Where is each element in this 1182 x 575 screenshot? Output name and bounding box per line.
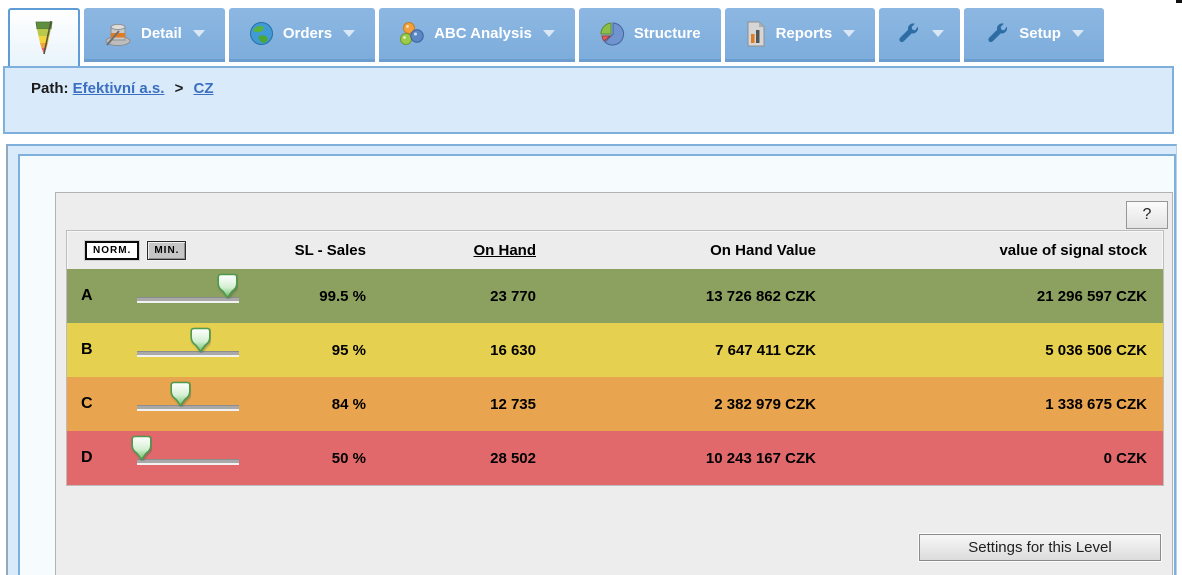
chevron-down-icon	[1072, 30, 1084, 37]
on-hand-value-czk: 10 243 167 CZK	[552, 450, 832, 467]
column-header-on-hand[interactable]: On Hand	[382, 242, 552, 259]
table-row: B 95 % 16 630 7 647 411 CZK 5 036 506 CZ…	[67, 323, 1163, 377]
tab-orders[interactable]: Orders	[229, 8, 375, 62]
slider-handle-icon[interactable]	[190, 327, 211, 353]
tab-label: Detail	[141, 25, 182, 42]
signal-stock-value: 21 296 597 CZK	[832, 288, 1163, 305]
funnel-icon	[32, 19, 56, 57]
pie-chart-icon	[599, 21, 625, 47]
on-hand-value-czk: 13 726 862 CZK	[552, 288, 832, 305]
main-tab-bar: Detail Orders	[8, 8, 1104, 66]
on-hand-value: 28 502	[382, 450, 552, 467]
chevron-down-icon	[193, 30, 205, 37]
class-label: C	[67, 395, 112, 413]
tab-tools[interactable]	[879, 8, 960, 62]
signal-stock-value: 1 338 675 CZK	[832, 396, 1163, 413]
tab-label: Orders	[283, 25, 332, 42]
tab-structure[interactable]: Structure	[579, 8, 721, 62]
tab-setup[interactable]: Setup	[964, 8, 1104, 62]
spheres-icon	[399, 21, 425, 47]
abc-table-rows: A 99.5 % 23 770 13 726 862 CZK 21 296 59…	[67, 269, 1163, 485]
breadcrumb-link-company[interactable]: Efektivní a.s.	[73, 80, 165, 97]
display-mode-toggles: NORM. MIN.	[67, 241, 282, 260]
breadcrumb-link-cz[interactable]: CZ	[194, 80, 214, 97]
chevron-down-icon	[543, 30, 555, 37]
breadcrumb-panel: Path: Efektivní a.s. > CZ	[3, 66, 1174, 134]
report-icon	[745, 21, 767, 47]
service-level-slider[interactable]	[137, 431, 239, 485]
sl-sales-value: 99.5 %	[282, 288, 382, 305]
tab-label: Reports	[776, 25, 833, 42]
table-row: C 84 % 12 735 2 382 979 CZK 1 338 675 CZ…	[67, 377, 1163, 431]
slider-handle-icon[interactable]	[131, 435, 152, 461]
tab-home-active[interactable]	[8, 8, 80, 66]
tab-detail[interactable]: Detail	[84, 8, 225, 62]
app-window: Detail Orders	[0, 0, 1182, 575]
abc-table-header: NORM. MIN. SL - Sales On Hand On Hand Va…	[67, 231, 1163, 269]
service-level-slider[interactable]	[137, 269, 239, 323]
globe-icon	[249, 21, 274, 46]
sl-sales-value: 84 %	[282, 396, 382, 413]
settings-for-level-button[interactable]: Settings for this Level	[919, 534, 1161, 561]
on-hand-value: 12 735	[382, 396, 552, 413]
service-level-slider[interactable]	[137, 377, 239, 431]
tab-abc-analysis[interactable]: ABC Analysis	[379, 8, 575, 62]
on-hand-value: 23 770	[382, 288, 552, 305]
on-hand-value-czk: 7 647 411 CZK	[552, 342, 832, 359]
norm-toggle-button[interactable]: NORM.	[85, 241, 139, 260]
class-label: A	[67, 287, 112, 305]
slider-track[interactable]	[137, 351, 239, 357]
column-header-signal-stock: value of signal stock	[832, 242, 1163, 259]
chevron-down-icon	[343, 30, 355, 37]
column-header-sl-sales: SL - Sales	[282, 242, 382, 259]
class-label: B	[67, 341, 112, 359]
breadcrumb: Path: Efektivní a.s. > CZ	[31, 80, 214, 97]
class-label: D	[67, 449, 112, 467]
hat-icon	[104, 21, 132, 47]
slider-handle-icon[interactable]	[170, 381, 191, 407]
slider-handle-icon[interactable]	[217, 273, 238, 299]
tab-reports[interactable]: Reports	[725, 8, 876, 62]
screen-corner-artifact	[1176, 0, 1182, 3]
chevron-down-icon	[932, 30, 944, 37]
slider-track[interactable]	[137, 459, 239, 465]
sl-sales-value: 50 %	[282, 450, 382, 467]
tab-label: ABC Analysis	[434, 25, 532, 42]
wrench-icon	[984, 21, 1010, 47]
abc-table: NORM. MIN. SL - Sales On Hand On Hand Va…	[66, 230, 1164, 486]
tab-label: Structure	[634, 25, 701, 42]
table-row: D 50 % 28 502 10 243 167 CZK 0 CZK	[67, 431, 1163, 485]
on-hand-value: 16 630	[382, 342, 552, 359]
column-header-on-hand-value: On Hand Value	[552, 242, 832, 259]
signal-stock-value: 0 CZK	[832, 450, 1163, 467]
help-button[interactable]: ?	[1126, 201, 1168, 229]
breadcrumb-prefix: Path:	[31, 80, 69, 97]
service-level-slider[interactable]	[137, 323, 239, 377]
abc-settings-panel: ? NORM. MIN. SL - Sales On Hand On Hand …	[55, 192, 1173, 575]
chevron-down-icon	[843, 30, 855, 37]
signal-stock-value: 5 036 506 CZK	[832, 342, 1163, 359]
wrench-icon	[895, 21, 921, 47]
on-hand-value-czk: 2 382 979 CZK	[552, 396, 832, 413]
min-toggle-button[interactable]: MIN.	[147, 241, 186, 260]
table-row: A 99.5 % 23 770 13 726 862 CZK 21 296 59…	[67, 269, 1163, 323]
sl-sales-value: 95 %	[282, 342, 382, 359]
breadcrumb-separator: >	[175, 80, 184, 97]
tab-label: Setup	[1019, 25, 1061, 42]
